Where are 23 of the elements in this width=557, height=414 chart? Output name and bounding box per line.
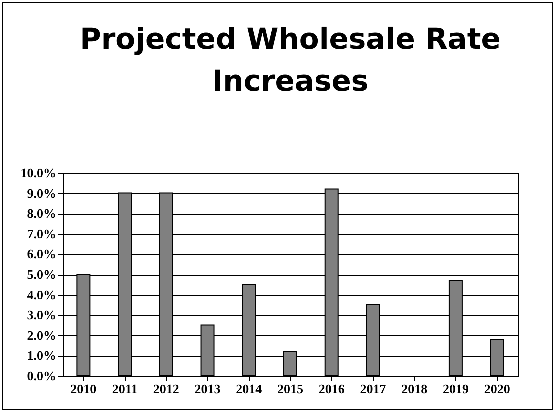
x-tick-label: 2014 [236, 382, 263, 396]
y-tick-label: 8.0% [27, 206, 56, 222]
chart-title: Projected Wholesale Rate Increases [80, 22, 501, 98]
x-tick-label: 2018 [402, 382, 428, 396]
y-tick-label: 7.0% [27, 226, 56, 242]
y-tick-label: 9.0% [27, 186, 56, 201]
y-tick-label: 5.0% [27, 267, 56, 282]
x-tick-label: 2017 [360, 382, 387, 396]
x-tick-label: 2012 [153, 382, 180, 396]
x-tick-label: 2013 [194, 382, 222, 396]
y-tick-label: 6.0% [27, 246, 56, 262]
x-tick-label: 2020 [484, 382, 510, 396]
y-tick-label: 10.0% [20, 166, 56, 180]
x-tick-label: 2011 [112, 382, 138, 396]
x-tick-label: 2010 [70, 382, 97, 396]
x-tick-label: 2015 [278, 382, 304, 396]
y-tick-label: 3.0% [27, 308, 56, 323]
y-tick-label: 4.0% [27, 287, 56, 302]
x-tick-label: 2016 [318, 382, 346, 396]
x-tick-label: 2019 [442, 382, 470, 396]
y-tick-label: 1.0% [27, 348, 56, 364]
y-tick-label: 2.0% [27, 328, 56, 343]
y-tick-label: 0.0% [27, 368, 56, 384]
